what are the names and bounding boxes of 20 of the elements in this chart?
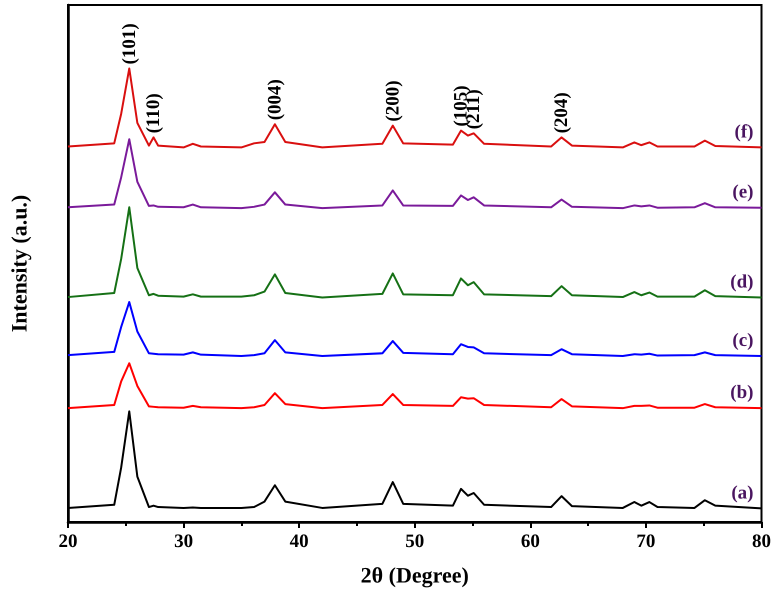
series-label: (c) bbox=[732, 330, 754, 352]
annotation: (110) bbox=[143, 93, 164, 134]
annotation: (200) bbox=[382, 80, 404, 122]
annotation: (204) bbox=[551, 92, 572, 134]
x-tick-label: 70 bbox=[636, 531, 656, 552]
series-label: (f) bbox=[734, 121, 754, 142]
annotation: (004) bbox=[264, 79, 286, 120]
x-tick-label: 80 bbox=[752, 531, 771, 552]
x-tick-label: 40 bbox=[290, 531, 309, 552]
y-axis-title: Intensity (a.u.) bbox=[6, 194, 32, 332]
x-tick-label: 20 bbox=[58, 531, 78, 552]
series-label: (e) bbox=[732, 182, 754, 203]
x-tick-label: 60 bbox=[520, 531, 540, 552]
x-tick-label: 30 bbox=[174, 531, 194, 552]
series-label: (a) bbox=[731, 482, 754, 504]
x-tick-label: 50 bbox=[405, 531, 424, 552]
series-label: (b) bbox=[730, 382, 754, 404]
annotation: (101) bbox=[118, 23, 140, 64]
x-axis-title: 2θ (Degree) bbox=[360, 562, 469, 588]
series-label: (d) bbox=[730, 272, 754, 293]
